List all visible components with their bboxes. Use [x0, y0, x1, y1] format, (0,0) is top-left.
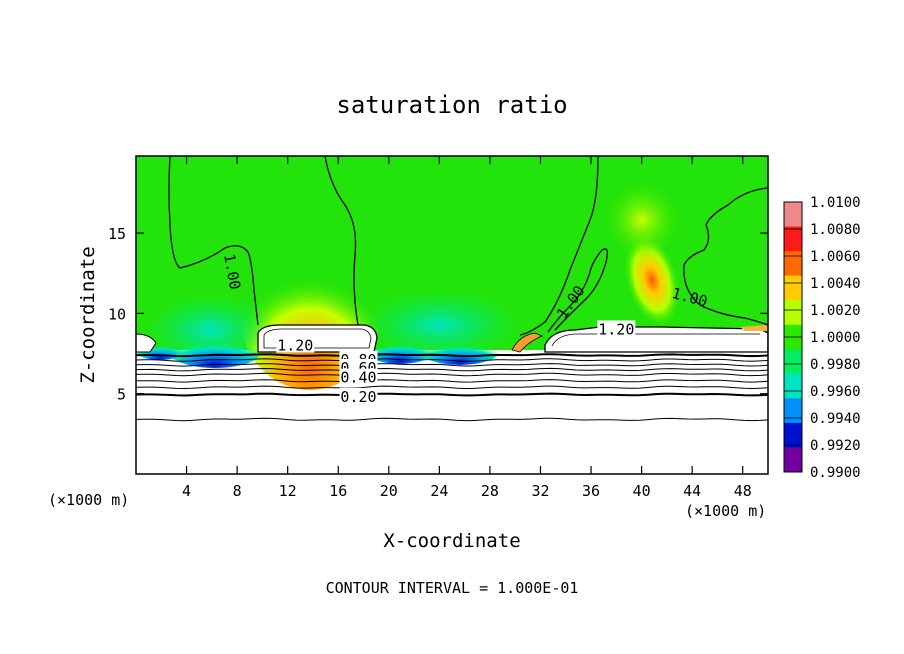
colorbar-swatch-8	[784, 398, 802, 424]
x-tick-label-11: 48	[734, 482, 752, 500]
contour-interval-footer: CONTOUR INTERVAL = 1.000E-01	[326, 579, 579, 597]
contour-1.00-right-loop	[547, 248, 608, 333]
colorbar-swatch-4	[784, 300, 802, 326]
contour-line-thin-0	[136, 358, 768, 362]
contour-line-thin-6	[136, 417, 768, 422]
contour-1.00-center	[324, 156, 359, 326]
y-axis-label: Z-coordinate	[77, 246, 99, 383]
colorbar-swatch-10	[784, 447, 802, 473]
colorbar-label-2: 1.0060	[810, 249, 861, 265]
blue-min-region-2	[365, 336, 435, 364]
light-green-region	[602, 180, 682, 260]
colorbar-label-10: 0.9900	[810, 465, 861, 481]
x-axis-ticks: 4 8 12 16 20 24 28 32 36 40 44 48	[182, 156, 752, 500]
cloud-patch-right-inner	[551, 333, 760, 347]
colorbar-label-8: 0.9940	[810, 411, 861, 427]
colorbar-label-0: 1.0100	[810, 195, 861, 211]
x-tick-label-7: 32	[531, 482, 549, 500]
colorbar-label-9: 0.9920	[810, 438, 861, 454]
x-tick-label-6: 28	[481, 482, 499, 500]
x-tick-label-1: 8	[233, 482, 242, 500]
colorbar-label-7: 0.9960	[810, 384, 861, 400]
contour-label-7: 0.40	[340, 369, 376, 387]
plot-area	[136, 156, 768, 474]
x-tick-label-9: 40	[633, 482, 651, 500]
contour-label-4: 1.20	[598, 320, 634, 338]
x-tick-label-5: 24	[430, 482, 448, 500]
contour-line-thin-1	[136, 363, 768, 367]
contour-lines-stable	[136, 353, 768, 422]
blue-min-region-1	[167, 332, 263, 368]
contour-line-thin-2	[136, 367, 768, 372]
contour-line-thin-5	[136, 385, 768, 390]
colorbar-swatch-2	[784, 251, 802, 277]
plot-frame	[135, 155, 769, 475]
cloud-patch-right	[544, 326, 768, 353]
x-tick-label-3: 16	[329, 482, 347, 500]
contour-label-8: 0.20	[340, 388, 376, 406]
contour-label-bg-7	[339, 368, 378, 385]
contour-label-0: 1.00	[220, 252, 244, 291]
x-axis-label: X-coordinate	[383, 530, 520, 552]
contour-line-thick-0	[136, 353, 768, 358]
y-tick-label-1: 10	[108, 305, 126, 323]
cloud-patch-left-inner	[263, 328, 372, 349]
blue-min-region-3	[420, 337, 500, 365]
colorbar-swatch-7	[784, 373, 802, 399]
x-tick-label-8: 36	[582, 482, 600, 500]
colorbar-swatch-1	[784, 226, 802, 252]
colorbar-label-5: 1.0000	[810, 330, 861, 346]
colorbar-label-4: 1.0020	[810, 303, 861, 319]
x-tick-label-4: 20	[380, 482, 398, 500]
chart-title: saturation ratio	[336, 91, 567, 119]
contour-1.00-right	[519, 156, 599, 336]
x-axis-unit-left: (×1000 m)	[48, 491, 129, 509]
colorbar: 1.0100 1.0080 1.0060 1.0040 1.0020 1.0000 0.99…	[783, 195, 861, 481]
contour-line-thin-4	[136, 379, 768, 383]
contour-line-thin-3	[136, 372, 768, 377]
y-axis-ticks: 5 10 15	[108, 225, 768, 404]
contour-label-bg-8	[339, 387, 378, 404]
orange-edge-right	[511, 332, 544, 353]
x-tick-label-0: 4	[182, 482, 191, 500]
x-tick-label-10: 44	[683, 482, 701, 500]
colorbar-swatch-3	[784, 275, 802, 301]
orange-edge-far-right	[740, 325, 768, 331]
x-axis-unit-right: (×1000 m)	[685, 502, 766, 520]
contour-label-3: 1.20	[277, 337, 313, 355]
contour-1.00-left	[168, 156, 259, 326]
colorbar-label-3: 1.0040	[810, 276, 861, 292]
colorbar-swatch-0	[784, 202, 802, 228]
contour-labels: 1.001.001.001.201.200.800.600.400.20	[220, 252, 709, 406]
colorbar-label-6: 0.9980	[810, 357, 861, 373]
colorbar-label-1: 1.0080	[810, 222, 861, 238]
x-tick-label-2: 12	[279, 482, 297, 500]
contour-1.00-far-right	[683, 187, 768, 326]
colorbar-swatch-6	[784, 349, 802, 375]
cloud-patch-left-edge	[136, 333, 157, 353]
y-tick-label-2: 15	[108, 225, 126, 243]
contour-label-bg-3	[276, 336, 315, 353]
y-tick-label-0: 5	[117, 386, 126, 404]
colorbar-swatch-9	[784, 422, 802, 448]
contour-label-bg-4	[597, 320, 636, 337]
contour-line-thick-1	[136, 392, 768, 397]
